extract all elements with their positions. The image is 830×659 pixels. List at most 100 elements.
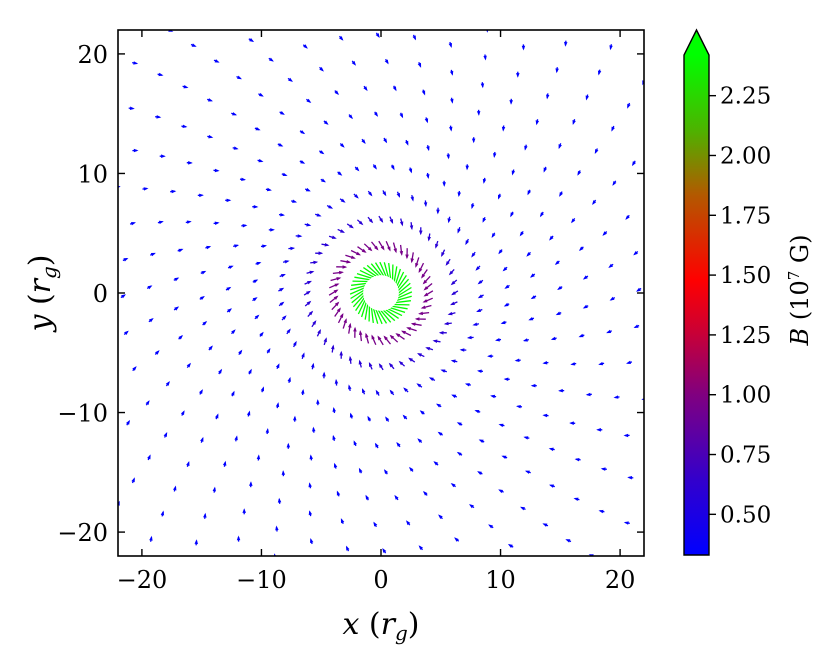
vector-arrow [378,240,385,251]
colorbar-label: B (107 G) [785,235,814,347]
vector-arrow [148,318,154,323]
vector-arrow [321,243,330,247]
vector-arrow [375,389,380,396]
vector-arrow [342,318,347,329]
vector-arrow [337,313,344,324]
vector-arrow [385,241,391,252]
vector-arrow [577,170,582,176]
vector-arrow [186,161,193,165]
vector-arrow [252,297,258,302]
vector-arrow [419,410,425,415]
vector-arrow [611,125,615,132]
vector-arrow [558,388,565,393]
vector-arrow [415,257,420,268]
vector-arrow [213,221,220,225]
vector-arrow [464,383,471,387]
vector-arrow [126,419,130,426]
vector-arrow [163,432,168,438]
vector-arrow [330,277,342,282]
vector-arrow [279,273,286,278]
vector-arrow [328,289,339,296]
vector-arrow [498,423,505,428]
vector-arrow [202,321,208,326]
vector-arrow [416,383,423,388]
vector-arrow [255,261,262,266]
vector-arrow [249,481,253,488]
vector-arrow [248,38,255,42]
vector-arrow [504,284,510,289]
vector-arrow [315,251,324,255]
vector-arrow [384,469,388,475]
vector-arrow [573,497,580,501]
vector-arrow [232,146,239,150]
vector-arrow [389,216,394,224]
vector-arrow [555,311,562,316]
vector-arrow [609,44,613,51]
vector-arrow [252,279,259,284]
vector-arrow [557,286,563,290]
vector-arrow [304,280,312,285]
vector-arrow [370,241,379,251]
vector-arrow [323,337,327,346]
vector-arrow [609,296,616,301]
vector-arrow [410,252,414,264]
x-axis-ticks: −20 −10 0 10 20 [117,30,635,594]
vector-arrow [410,194,414,202]
vector-arrow [383,335,392,345]
vector-arrow [310,260,319,265]
vector-arrow [334,90,339,95]
vector-arrow [554,260,560,265]
vector-arrow [132,148,139,153]
vector-arrow [173,306,180,311]
vector-arrow [435,240,439,249]
vector-arrow [447,216,451,224]
vector-arrow [408,167,413,174]
vector-arrow [448,41,452,48]
vector-arrow [252,205,259,209]
vector-arrow [507,544,514,548]
vector-arrow [236,75,242,80]
y-axis-label: y (rg) [23,254,61,333]
vector-arrow [559,191,563,197]
vector-arrow [516,71,520,78]
vector-arrow [449,69,454,76]
vector-arrow [456,422,463,426]
vector-arrow [498,489,504,494]
vector-arrow [334,378,339,386]
vector-arrow [302,44,308,49]
vector-arrow [620,19,624,25]
vector-arrow [265,428,269,435]
vector-arrow [432,339,441,343]
vector-arrow [331,301,340,311]
vector-arrow [530,273,536,278]
vector-arrow [420,304,432,309]
vector-arrow [265,187,272,192]
vector-arrow [361,138,366,144]
vector-arrow [426,172,430,179]
vector-arrow [471,203,475,210]
vector-arrow [207,98,213,102]
vector-arrow [555,67,559,74]
vector-arrow [402,414,408,420]
vector-arrow [207,134,214,139]
vector-arrow [501,455,508,459]
vector-arrow [375,32,380,38]
vector-arrow [422,275,431,285]
vector-arrow [322,371,326,379]
vector-arrow [159,154,166,158]
vector-arrow [449,125,453,132]
vector-arrow [339,143,345,148]
vector-arrow [200,436,204,443]
vector-arrow [421,89,426,96]
vector-arrow [213,59,220,63]
vector-arrow [396,442,401,448]
vector-arrow [301,352,305,360]
vector-arrow [546,93,550,100]
vector-arrow [528,317,535,321]
vector-arrow [155,115,162,119]
vector-arrow [636,287,642,292]
vector-arrow [598,509,605,514]
vector-arrow [200,270,207,275]
vector-arrow [598,361,605,366]
vector-arrow [477,369,484,373]
